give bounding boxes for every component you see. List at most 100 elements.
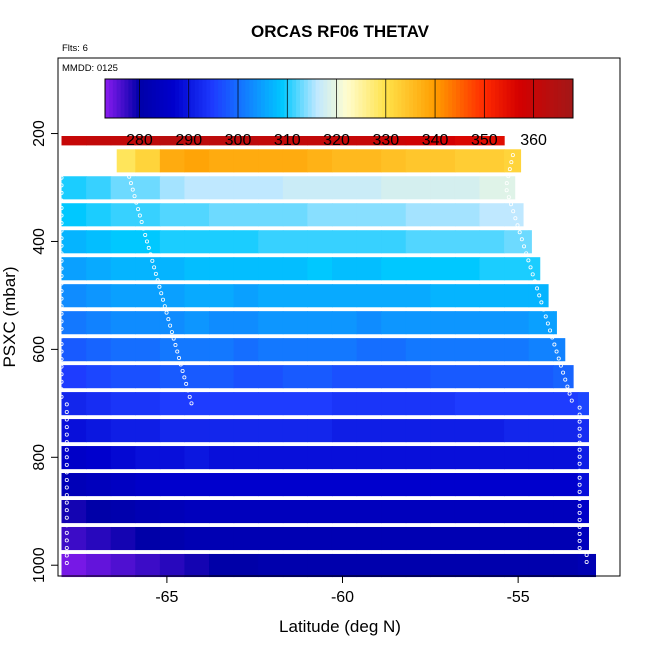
colorbar-swatch: [459, 79, 465, 118]
colorbar-swatch: [413, 79, 418, 118]
heatmap-cell: [504, 553, 530, 578]
heatmap-cell: [307, 257, 333, 281]
track-point: [543, 314, 548, 319]
track-point: [155, 278, 160, 283]
heatmap-cell: [159, 553, 186, 578]
heatmap-cell: [233, 553, 259, 578]
heatmap-cell: [61, 176, 87, 200]
track-point: [152, 265, 157, 270]
track-point: [526, 258, 531, 263]
track-point: [59, 198, 64, 203]
track-point: [541, 307, 546, 312]
heatmap-cell: [159, 500, 186, 524]
track-point: [59, 311, 64, 316]
track-point: [59, 289, 64, 294]
track-point: [561, 370, 566, 375]
heatmap-cell: [381, 446, 407, 470]
heatmap-cell: [282, 526, 308, 551]
colorbar-swatch: [545, 79, 551, 118]
heatmap-cell: [86, 311, 112, 335]
heatmap-cell: [184, 419, 210, 443]
colorbar-swatch: [397, 79, 402, 118]
heatmap-cell: [209, 553, 235, 578]
track-point: [134, 200, 139, 205]
track-point: [556, 356, 561, 361]
heatmap-cell: [356, 176, 382, 200]
track-point: [577, 482, 582, 487]
flights-note: Flts: 6: [62, 43, 88, 54]
track-point: [59, 258, 64, 263]
heatmap-cell: [504, 257, 530, 281]
heatmap-cell: [184, 365, 210, 389]
track-point: [64, 455, 69, 460]
colorbar-swatch: [272, 79, 278, 118]
x-axis: -65 -60 -55: [155, 575, 530, 606]
y-tick-label: 1000: [31, 547, 48, 583]
heatmap-cell: [356, 338, 382, 362]
colorbar-tick-label: 280: [126, 132, 153, 149]
colorbar-swatch: [502, 79, 508, 118]
track-point: [132, 194, 137, 199]
heatmap-cell: [356, 526, 382, 551]
heatmap-cell: [577, 419, 589, 443]
colorbar-swatch: [206, 79, 211, 118]
heatmap-cell: [381, 257, 407, 281]
colorbar-swatch: [136, 79, 141, 118]
track-point: [64, 508, 69, 513]
heatmap-cell: [381, 473, 407, 497]
heatmap-cell: [258, 311, 284, 335]
heatmap-cell: [454, 446, 481, 470]
heatmap-cell: [528, 392, 554, 416]
heatmap-cell: [282, 230, 308, 254]
heatmap-cell: [307, 473, 333, 497]
colorbar-swatch: [424, 79, 430, 118]
colorbar-swatch: [440, 79, 445, 118]
heatmap-cell: [405, 257, 431, 281]
colorbar-swatch: [389, 79, 395, 118]
heatmap-cell: [405, 176, 431, 200]
colorbar-tick-labels: 280 290 300 310 320 330 340 350 360: [126, 132, 547, 149]
colorbar-swatch: [362, 79, 367, 118]
heatmap-cell: [479, 176, 505, 200]
heatmap-cell: [233, 446, 259, 470]
heatmap-cell: [209, 392, 235, 416]
colorbar-swatch: [471, 79, 476, 118]
colorbar-swatch: [280, 79, 285, 118]
track-point: [513, 216, 518, 221]
heatmap-cell: [209, 203, 235, 227]
track-point: [128, 181, 133, 186]
colorbar-swatch: [452, 79, 457, 118]
colorbar-swatch: [132, 79, 137, 118]
track-point: [59, 228, 64, 233]
colorbar-swatch: [534, 79, 539, 118]
heatmap-cell: [577, 473, 589, 497]
heatmap-cell: [430, 392, 456, 416]
colorbar-swatch: [241, 79, 246, 118]
heatmap-cell: [307, 230, 333, 254]
track-point: [577, 510, 582, 515]
heatmap-cell: [504, 392, 530, 416]
heatmap-cell: [258, 338, 284, 362]
heatmap-cell: [381, 500, 407, 524]
colorbar-swatch: [151, 79, 157, 118]
track-point: [509, 160, 514, 165]
track-point: [182, 375, 187, 380]
heatmap-cell: [356, 392, 382, 416]
track-point: [136, 207, 141, 212]
heatmap-cell: [233, 365, 259, 389]
heatmap-cell: [307, 203, 333, 227]
heatmap-cell: [282, 311, 308, 335]
heatmap-cell: [430, 446, 456, 470]
track-point: [64, 523, 69, 528]
track-point: [548, 328, 553, 333]
heatmap-cell: [454, 500, 481, 524]
heatmap-cell: [258, 446, 284, 470]
track-point: [554, 349, 559, 354]
heatmap-cell: [356, 149, 382, 173]
heatmap-cell: [577, 500, 589, 524]
track-point: [577, 440, 582, 445]
track-point: [59, 296, 64, 301]
heatmap-cell: [159, 392, 186, 416]
heatmap-cell: [454, 473, 481, 497]
